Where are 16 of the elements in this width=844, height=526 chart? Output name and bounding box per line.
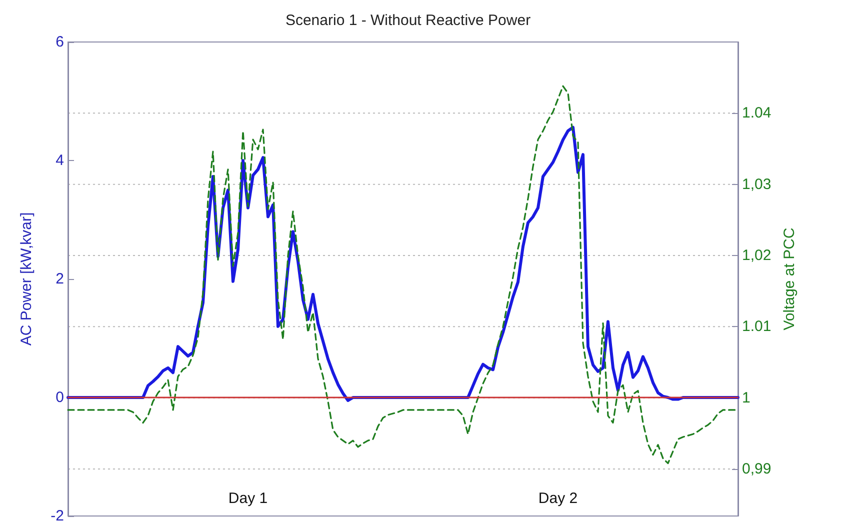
y-tick-label: 0: [56, 389, 64, 406]
x-tick-label: Day 2: [538, 490, 578, 507]
y-axis-title: AC Power [kW,kvar]: [18, 212, 35, 346]
y-tick-label: 4: [56, 152, 64, 169]
x-tick-label: Day 1: [228, 490, 268, 507]
y-tick-label: 2: [56, 270, 64, 288]
y-tick-label: 6: [56, 34, 64, 50]
y2-axis-title: Voltage at PCC: [781, 228, 798, 330]
chart-title: Scenario 1 - Without Reactive Power: [285, 12, 531, 29]
y2-tick-label: 1.01: [742, 318, 772, 336]
y2-tick-label: 1.04: [742, 104, 772, 122]
y2-tick-label: 0,99: [742, 460, 772, 478]
y-tick-label: -2: [50, 508, 64, 524]
y2-tick-label: 1: [742, 389, 750, 406]
y2-tick-label: 1,02: [742, 247, 772, 264]
y2-tick-label: 1,03: [742, 176, 772, 193]
